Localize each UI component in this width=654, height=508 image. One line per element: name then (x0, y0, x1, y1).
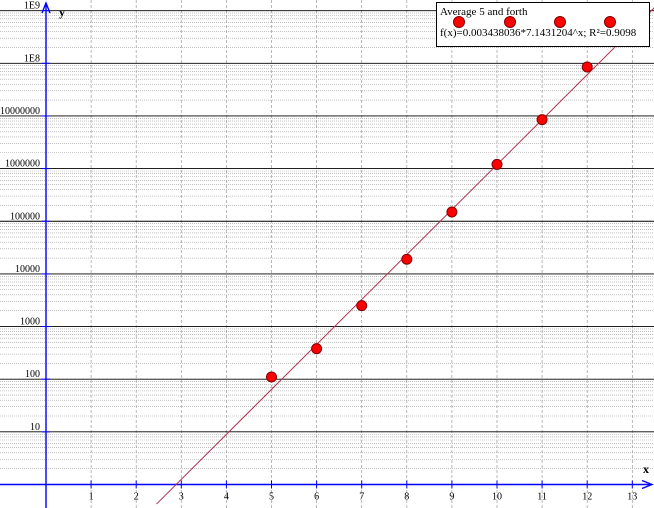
legend-marker (453, 16, 465, 28)
legend-marker (554, 16, 566, 28)
y-axis-label: y (59, 5, 65, 19)
y-tick-label: 1E9 (24, 1, 40, 12)
x-tick-label: 8 (404, 492, 409, 503)
y-tick-labels: 10 100 1000 10000 100000 1000000 10000000 1E8 1E… (0, 1, 40, 433)
legend-series-name: Average 5 and forth (440, 6, 528, 18)
data-points (266, 61, 593, 383)
x-tick-label: 13 (627, 492, 637, 503)
data-point (491, 158, 503, 170)
x-tick-label: 9 (449, 492, 454, 503)
y-tick-label: 100 (25, 369, 40, 380)
x-tick-label: 10 (492, 492, 502, 503)
y-axis-arrow (41, 1, 51, 14)
legend-marker (504, 16, 516, 28)
minor-gridlines (0, 12, 654, 469)
trendline (156, 7, 654, 505)
x-tick-label: 6 (314, 492, 319, 503)
y-tick-label: 10000 (15, 264, 40, 275)
y-tick-label: 1E8 (24, 53, 40, 64)
x-tick-label: 12 (582, 492, 592, 503)
x-tick-labels: 1 2 3 4 5 6 7 8 9 10 11 12 13 (89, 492, 638, 503)
legend-trendline-formula: f(x)=0.003438036*7.1431204^x; R²=0.9098 (440, 27, 637, 39)
x-tick-label: 4 (224, 492, 229, 503)
data-point (266, 371, 277, 383)
x-tick-label: 1 (89, 492, 94, 503)
data-point (401, 253, 413, 265)
x-tick-label: 7 (359, 492, 364, 503)
data-point (581, 61, 593, 73)
data-point (446, 206, 458, 218)
y-tick-label: 10000000 (0, 106, 40, 117)
data-point (311, 343, 323, 355)
y-tick-label: 10 (30, 422, 40, 433)
data-point (536, 114, 548, 126)
y-tick-label: 1000000 (5, 159, 40, 170)
y-tick-label: 100000 (10, 211, 40, 222)
legend: Average 5 and forth f(x)=0.003438036*7.1… (436, 2, 650, 47)
x-tick-label: 11 (537, 492, 547, 503)
legend-marker (604, 16, 616, 28)
trendline-group (156, 7, 654, 505)
x-axis-label: x (643, 462, 649, 476)
x-tick-label: 3 (179, 492, 184, 503)
x-tick-label: 2 (134, 492, 139, 503)
x-tick-label: 5 (269, 492, 274, 503)
x-axis-arrow (641, 479, 654, 490)
y-tick-label: 1000 (20, 317, 40, 328)
data-point (356, 300, 368, 312)
